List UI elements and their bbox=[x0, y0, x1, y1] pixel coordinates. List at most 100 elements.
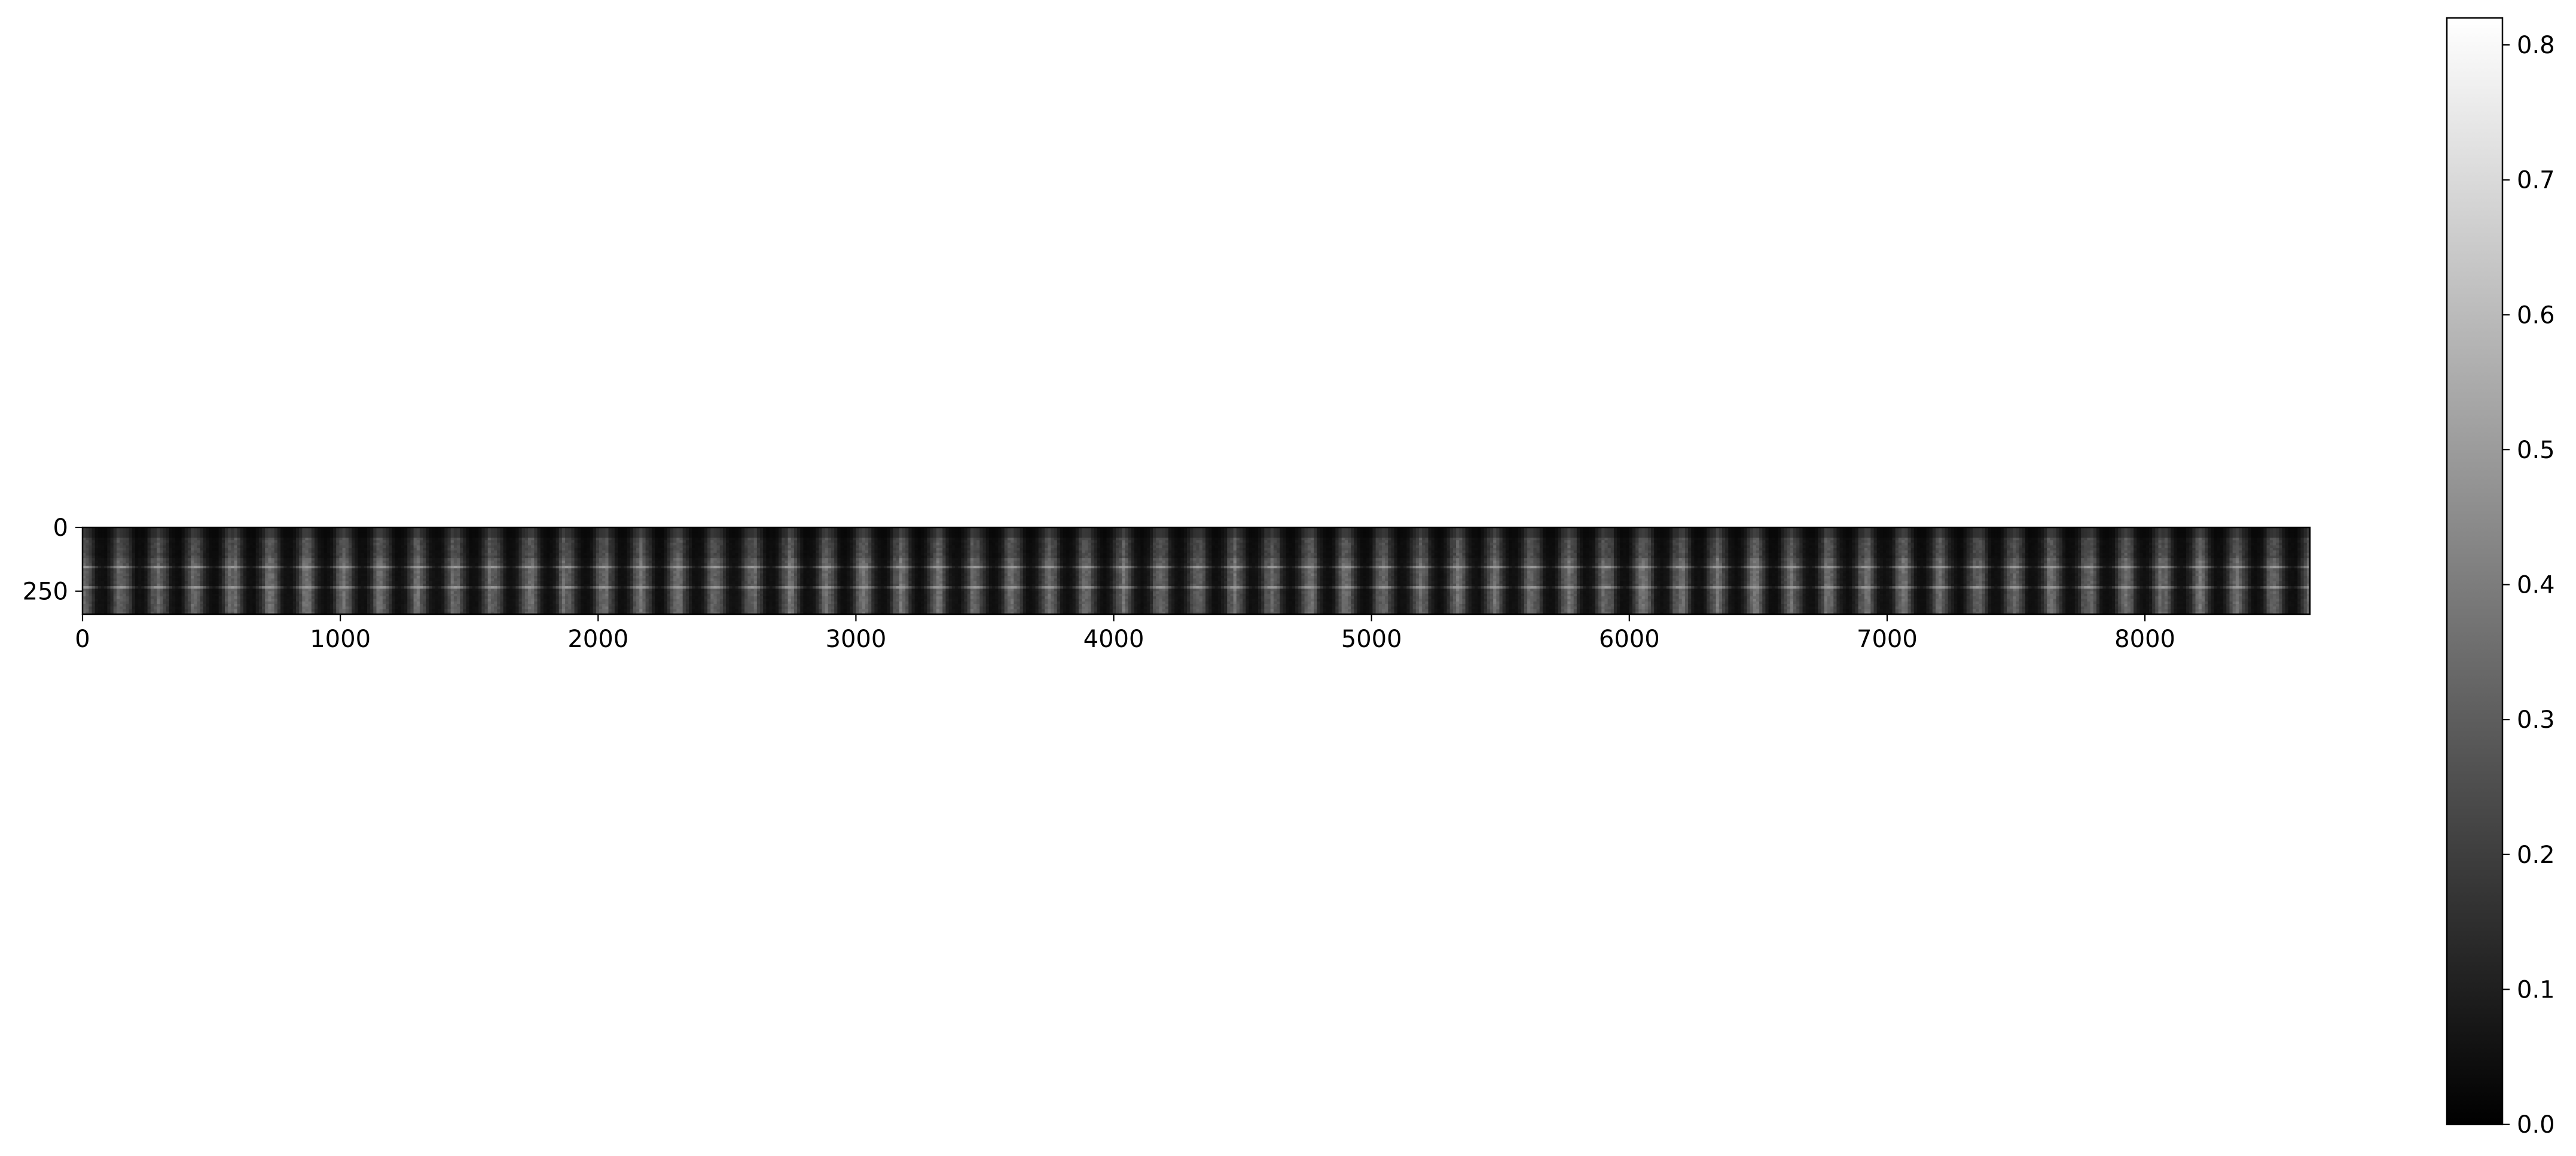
heatmap-cell bbox=[237, 563, 241, 566]
heatmap-cell bbox=[512, 532, 516, 536]
heatmap-cell bbox=[318, 527, 321, 530]
heatmap-cell bbox=[515, 540, 520, 544]
heatmap-cell bbox=[355, 555, 359, 559]
heatmap-cell bbox=[429, 593, 433, 597]
heatmap-cell bbox=[497, 550, 501, 554]
heatmap-cell bbox=[292, 553, 297, 556]
heatmap-cell bbox=[395, 586, 399, 589]
heatmap-cell bbox=[302, 576, 306, 579]
heatmap-cell bbox=[379, 568, 383, 572]
heatmap-cell bbox=[521, 578, 526, 582]
heatmap-cell bbox=[336, 573, 340, 577]
heatmap-cell bbox=[101, 571, 105, 574]
heatmap-cell bbox=[83, 601, 86, 605]
heatmap-cell bbox=[221, 545, 225, 548]
heatmap-cell bbox=[401, 586, 405, 589]
heatmap-cell bbox=[416, 555, 420, 559]
heatmap-cell bbox=[172, 563, 176, 566]
heatmap-cell bbox=[101, 596, 105, 600]
heatmap-cell bbox=[463, 611, 467, 615]
heatmap-cell bbox=[429, 532, 433, 536]
heatmap-cell bbox=[184, 581, 188, 584]
heatmap-cell bbox=[258, 576, 263, 579]
heatmap-cell bbox=[135, 530, 139, 533]
heatmap-cell bbox=[280, 603, 284, 607]
heatmap-cell bbox=[463, 581, 467, 584]
heatmap-cell bbox=[528, 568, 532, 572]
heatmap-cell bbox=[410, 542, 414, 546]
heatmap-cell bbox=[88, 603, 93, 607]
heatmap-cell bbox=[123, 611, 127, 615]
heatmap-cell bbox=[438, 535, 442, 538]
heatmap-cell bbox=[299, 609, 303, 612]
heatmap-cell bbox=[218, 599, 222, 602]
heatmap-cell bbox=[97, 563, 102, 566]
heatmap-cell bbox=[460, 563, 463, 566]
heatmap-cell bbox=[469, 588, 473, 592]
heatmap-cell bbox=[88, 532, 93, 536]
heatmap-cell bbox=[97, 555, 102, 559]
heatmap-cell bbox=[329, 591, 334, 594]
heatmap-cell bbox=[271, 596, 275, 600]
heatmap-cell bbox=[386, 548, 389, 551]
heatmap-cell bbox=[178, 591, 182, 594]
heatmap-cell bbox=[336, 609, 340, 612]
heatmap-cell bbox=[246, 568, 250, 572]
heatmap-cell bbox=[157, 568, 160, 572]
heatmap-cell bbox=[323, 609, 328, 612]
heatmap-cell bbox=[209, 591, 213, 594]
heatmap-cell bbox=[184, 530, 188, 533]
heatmap-cell bbox=[221, 591, 225, 594]
heatmap-cell bbox=[512, 550, 516, 554]
heatmap-cell bbox=[206, 535, 210, 538]
heatmap-cell bbox=[404, 563, 408, 566]
heatmap-cell bbox=[450, 609, 454, 612]
heatmap-cell bbox=[481, 576, 486, 579]
heatmap-cell bbox=[315, 550, 318, 554]
heatmap-cell bbox=[370, 599, 374, 602]
heatmap-cell bbox=[280, 611, 284, 615]
heatmap-cell bbox=[150, 550, 154, 554]
heatmap-cell bbox=[466, 581, 470, 584]
heatmap-cell bbox=[450, 535, 454, 538]
heatmap-cell bbox=[123, 563, 127, 566]
heatmap-cell bbox=[268, 530, 272, 533]
heatmap-cell bbox=[150, 601, 154, 605]
heatmap-cell bbox=[484, 550, 489, 554]
heatmap-cell bbox=[509, 599, 513, 602]
heatmap-cell bbox=[283, 596, 288, 600]
heatmap-cell bbox=[231, 530, 235, 533]
heatmap-cell bbox=[386, 573, 389, 577]
heatmap-cell bbox=[321, 555, 325, 559]
heatmap-cell bbox=[358, 603, 362, 607]
heatmap-cell bbox=[355, 538, 359, 541]
heatmap-cell bbox=[231, 596, 235, 600]
heatmap-cell bbox=[191, 581, 194, 584]
heatmap-cell bbox=[94, 553, 99, 556]
heatmap-cell bbox=[203, 593, 207, 597]
heatmap-cell bbox=[86, 606, 89, 610]
heatmap-cell bbox=[104, 571, 108, 574]
heatmap-cell bbox=[376, 545, 380, 548]
heatmap-cell bbox=[423, 532, 426, 536]
heatmap-cell bbox=[376, 573, 380, 577]
heatmap-cell bbox=[326, 548, 331, 551]
heatmap-cell bbox=[336, 542, 340, 546]
heatmap-cell bbox=[370, 583, 374, 587]
heatmap-cell bbox=[249, 532, 254, 536]
heatmap-cell bbox=[150, 586, 154, 589]
heatmap-cell bbox=[240, 586, 244, 589]
heatmap-cell bbox=[274, 558, 278, 562]
heatmap-cell bbox=[355, 578, 359, 582]
heatmap-cell bbox=[141, 571, 145, 574]
heatmap-cell bbox=[401, 591, 405, 594]
heatmap-cell bbox=[466, 560, 470, 564]
heatmap-cell bbox=[308, 588, 312, 592]
heatmap-cell bbox=[141, 601, 145, 605]
heatmap-cell bbox=[283, 527, 288, 530]
heatmap-cell bbox=[113, 573, 117, 577]
heatmap-cell bbox=[116, 565, 120, 569]
heatmap-cell bbox=[481, 550, 486, 554]
heatmap-cell bbox=[107, 599, 111, 602]
heatmap-cell bbox=[286, 563, 291, 566]
